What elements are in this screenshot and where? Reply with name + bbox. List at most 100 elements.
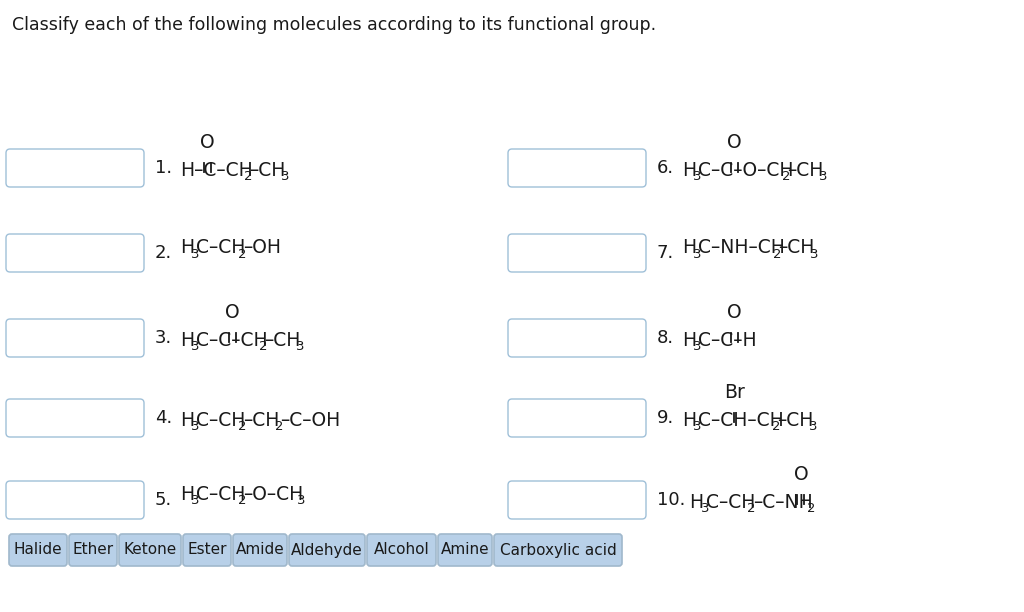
Text: 5.: 5. bbox=[155, 491, 172, 509]
Text: O: O bbox=[727, 303, 741, 322]
Text: 3: 3 bbox=[810, 247, 819, 261]
Text: C–CH: C–CH bbox=[197, 485, 246, 504]
FancyBboxPatch shape bbox=[508, 319, 646, 357]
Text: Amide: Amide bbox=[236, 542, 285, 558]
Text: 6.: 6. bbox=[657, 159, 674, 177]
Text: 2: 2 bbox=[244, 171, 252, 184]
Text: 3: 3 bbox=[191, 420, 200, 433]
Text: –C–NH: –C–NH bbox=[753, 493, 812, 512]
FancyBboxPatch shape bbox=[183, 534, 231, 566]
Text: C–CH: C–CH bbox=[197, 411, 246, 430]
Text: –OH: –OH bbox=[243, 238, 282, 257]
FancyBboxPatch shape bbox=[494, 534, 622, 566]
Text: Ketone: Ketone bbox=[123, 542, 176, 558]
FancyBboxPatch shape bbox=[6, 481, 144, 519]
Text: Ether: Ether bbox=[73, 542, 114, 558]
FancyBboxPatch shape bbox=[508, 149, 646, 187]
Text: 3: 3 bbox=[191, 340, 200, 354]
Text: 9.: 9. bbox=[657, 409, 674, 427]
Text: O: O bbox=[200, 133, 214, 152]
Text: 3: 3 bbox=[297, 494, 305, 507]
FancyBboxPatch shape bbox=[233, 534, 287, 566]
FancyBboxPatch shape bbox=[438, 534, 492, 566]
Text: 3: 3 bbox=[693, 420, 701, 433]
Text: –CH: –CH bbox=[243, 411, 280, 430]
Text: C–NH–CH: C–NH–CH bbox=[698, 238, 785, 257]
Text: 2.: 2. bbox=[155, 244, 172, 262]
Text: 3: 3 bbox=[191, 247, 200, 261]
FancyBboxPatch shape bbox=[508, 234, 646, 272]
Text: H: H bbox=[682, 238, 696, 257]
Text: 3: 3 bbox=[819, 171, 827, 184]
Text: 3: 3 bbox=[296, 340, 304, 354]
Text: Alcohol: Alcohol bbox=[374, 542, 429, 558]
FancyBboxPatch shape bbox=[6, 149, 144, 187]
Text: 2: 2 bbox=[773, 247, 782, 261]
Text: –CH: –CH bbox=[264, 331, 300, 350]
Text: H–C–CH: H–C–CH bbox=[180, 161, 253, 180]
Text: 2: 2 bbox=[807, 502, 815, 515]
Text: H: H bbox=[180, 485, 195, 504]
Text: Halide: Halide bbox=[13, 542, 62, 558]
Text: 2: 2 bbox=[238, 247, 247, 261]
Text: 4.: 4. bbox=[155, 409, 172, 427]
Text: –CH: –CH bbox=[778, 238, 815, 257]
Text: Carboxylic acid: Carboxylic acid bbox=[500, 542, 616, 558]
Text: C–CH–CH: C–CH–CH bbox=[698, 411, 784, 430]
Text: –CH: –CH bbox=[787, 161, 823, 180]
FancyBboxPatch shape bbox=[508, 481, 646, 519]
Text: 2: 2 bbox=[782, 171, 791, 184]
Text: –O–CH: –O–CH bbox=[243, 485, 303, 504]
Text: 3: 3 bbox=[281, 171, 290, 184]
Text: Amine: Amine bbox=[440, 542, 489, 558]
Text: Br: Br bbox=[724, 383, 744, 402]
FancyBboxPatch shape bbox=[69, 534, 117, 566]
FancyBboxPatch shape bbox=[9, 534, 67, 566]
FancyBboxPatch shape bbox=[6, 399, 144, 437]
Text: Classify each of the following molecules according to its functional group.: Classify each of the following molecules… bbox=[12, 16, 656, 34]
Text: 1.: 1. bbox=[155, 159, 172, 177]
Text: 8.: 8. bbox=[657, 329, 674, 347]
Text: 2: 2 bbox=[259, 340, 267, 354]
Text: H: H bbox=[682, 411, 696, 430]
Text: 3: 3 bbox=[693, 171, 701, 184]
Text: C–C–O–CH: C–C–O–CH bbox=[698, 161, 794, 180]
FancyBboxPatch shape bbox=[119, 534, 181, 566]
Text: 3.: 3. bbox=[155, 329, 172, 347]
Text: O: O bbox=[727, 133, 741, 152]
Text: 3: 3 bbox=[693, 340, 701, 354]
FancyBboxPatch shape bbox=[289, 534, 365, 566]
Text: 2: 2 bbox=[238, 420, 247, 433]
Text: H: H bbox=[689, 493, 703, 512]
Text: 2: 2 bbox=[238, 494, 247, 507]
Text: C–CH: C–CH bbox=[706, 493, 756, 512]
Text: 7.: 7. bbox=[657, 244, 674, 262]
Text: 3: 3 bbox=[191, 494, 200, 507]
Text: –CH: –CH bbox=[777, 411, 813, 430]
Text: 2: 2 bbox=[748, 502, 756, 515]
Text: Ester: Ester bbox=[187, 542, 226, 558]
FancyBboxPatch shape bbox=[6, 319, 144, 357]
Text: 2: 2 bbox=[275, 420, 284, 433]
Text: 3: 3 bbox=[693, 247, 701, 261]
Text: H: H bbox=[180, 238, 195, 257]
FancyBboxPatch shape bbox=[508, 399, 646, 437]
Text: H: H bbox=[180, 411, 195, 430]
Text: H: H bbox=[180, 331, 195, 350]
Text: –C–OH: –C–OH bbox=[281, 411, 340, 430]
Text: O: O bbox=[225, 303, 240, 322]
Text: C–C–CH: C–C–CH bbox=[197, 331, 268, 350]
Text: Aldehyde: Aldehyde bbox=[291, 542, 362, 558]
Text: C–C–H: C–C–H bbox=[698, 331, 757, 350]
Text: 10.: 10. bbox=[657, 491, 685, 509]
Text: 2: 2 bbox=[772, 420, 780, 433]
Text: O: O bbox=[794, 465, 808, 484]
Text: –CH: –CH bbox=[249, 161, 286, 180]
Text: 3: 3 bbox=[809, 420, 817, 433]
Text: H: H bbox=[682, 161, 696, 180]
Text: H: H bbox=[682, 331, 696, 350]
Text: C–CH: C–CH bbox=[197, 238, 246, 257]
FancyBboxPatch shape bbox=[6, 234, 144, 272]
Text: 3: 3 bbox=[700, 502, 710, 515]
FancyBboxPatch shape bbox=[367, 534, 436, 566]
